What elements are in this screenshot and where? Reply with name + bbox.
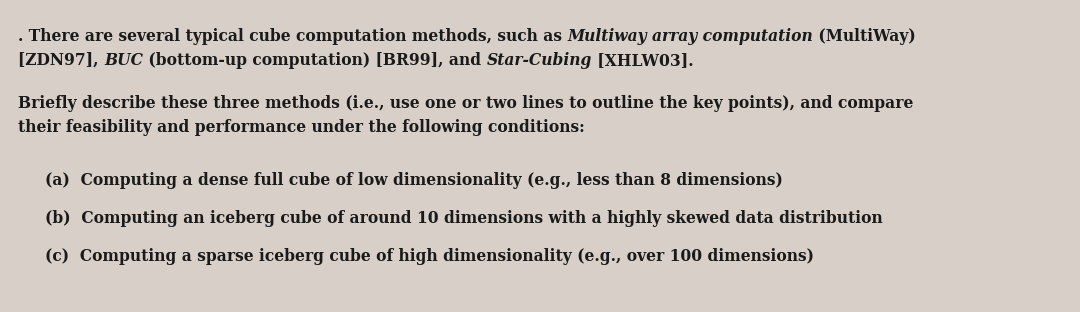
Text: [XHLW03].: [XHLW03]. — [592, 52, 693, 69]
Text: (a)  Computing a dense full cube of low dimensionality (e.g., less than 8 dimens: (a) Computing a dense full cube of low d… — [45, 172, 783, 189]
Text: . There are several typical cube computation methods, such as: . There are several typical cube computa… — [18, 28, 567, 45]
Text: Multiway array computation: Multiway array computation — [567, 28, 813, 45]
Text: (c)  Computing a sparse iceberg cube of high dimensionality (e.g., over 100 dime: (c) Computing a sparse iceberg cube of h… — [45, 248, 814, 265]
Text: (bottom-up computation) [BR99], and: (bottom-up computation) [BR99], and — [143, 52, 486, 69]
Text: Briefly describe these three methods (i.e., use one or two lines to outline the : Briefly describe these three methods (i.… — [18, 95, 914, 112]
Text: (b)  Computing an iceberg cube of around 10 dimensions with a highly skewed data: (b) Computing an iceberg cube of around … — [45, 210, 882, 227]
Text: Star-Cubing: Star-Cubing — [486, 52, 592, 69]
Text: BUC: BUC — [104, 52, 143, 69]
Text: their feasibility and performance under the following conditions:: their feasibility and performance under … — [18, 119, 584, 136]
Text: [ZDN97],: [ZDN97], — [18, 52, 104, 69]
Text: (MultiWay): (MultiWay) — [813, 28, 916, 45]
